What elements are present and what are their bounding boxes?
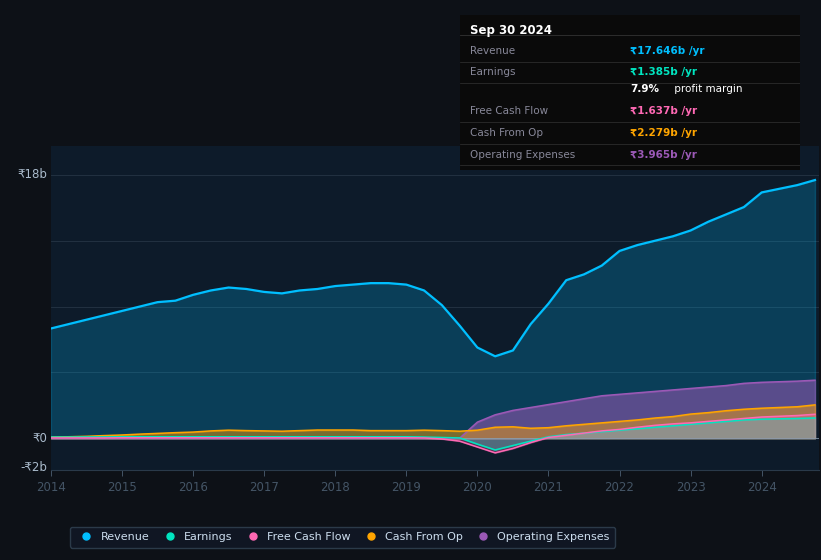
Text: Operating Expenses: Operating Expenses xyxy=(470,150,576,160)
Text: -₹2b: -₹2b xyxy=(20,461,47,474)
Text: ₹3.965b /yr: ₹3.965b /yr xyxy=(630,150,697,160)
Text: 7.9%: 7.9% xyxy=(630,85,659,95)
Text: ₹18b: ₹18b xyxy=(17,169,47,181)
Text: ₹1.385b /yr: ₹1.385b /yr xyxy=(630,67,697,77)
Text: profit margin: profit margin xyxy=(671,85,742,95)
Text: Revenue: Revenue xyxy=(470,46,516,55)
Legend: Revenue, Earnings, Free Cash Flow, Cash From Op, Operating Expenses: Revenue, Earnings, Free Cash Flow, Cash … xyxy=(70,526,616,548)
Text: ₹2.279b /yr: ₹2.279b /yr xyxy=(630,128,697,138)
Text: ₹17.646b /yr: ₹17.646b /yr xyxy=(630,46,704,55)
Text: ₹0: ₹0 xyxy=(32,432,47,445)
Text: Earnings: Earnings xyxy=(470,67,516,77)
Text: Sep 30 2024: Sep 30 2024 xyxy=(470,24,553,38)
Text: ₹1.637b /yr: ₹1.637b /yr xyxy=(630,106,697,116)
Text: Cash From Op: Cash From Op xyxy=(470,128,544,138)
Text: Free Cash Flow: Free Cash Flow xyxy=(470,106,548,116)
